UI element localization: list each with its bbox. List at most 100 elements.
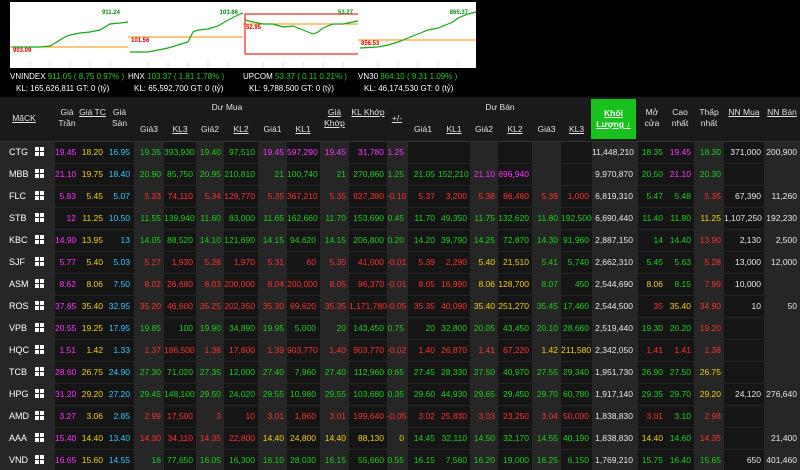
stock-row[interactable]: ASM 8.62 8.06 7.50 8.02 26,680 8.03 200,000 8.04… bbox=[0, 274, 800, 296]
cell-5: 14.10 bbox=[199, 235, 221, 245]
col-gia-tc[interactable]: Giá TC bbox=[79, 107, 106, 117]
stock-row[interactable]: CTG 19.45 18.20 16.95 19.35 393,930 19.40 97,51… bbox=[0, 142, 800, 164]
stock-symbol[interactable]: VPB bbox=[9, 323, 28, 333]
col-sell-kl1[interactable]: KL1 bbox=[446, 124, 462, 134]
index-name: UPCOM bbox=[243, 72, 273, 81]
stock-symbol[interactable]: ROS bbox=[9, 301, 29, 311]
stock-row[interactable]: FLC 5.83 5.45 5.07 5.33 74,110 5.34 129,770 5.35… bbox=[0, 186, 800, 208]
detail-grid-icon[interactable] bbox=[35, 235, 45, 245]
index-mini-chart[interactable]: 865.37 856.53 bbox=[358, 2, 476, 68]
detail-grid-icon[interactable] bbox=[35, 147, 45, 157]
cell-12: 14.45 bbox=[413, 433, 435, 443]
cell-19: 8.06 bbox=[646, 279, 663, 289]
col-buy-kl1[interactable]: KL1 bbox=[295, 124, 311, 134]
column-shade bbox=[470, 318, 498, 339]
col-sell-kl3[interactable]: KL3 bbox=[568, 124, 585, 134]
cell-9: 16.15 bbox=[324, 455, 346, 465]
col-buy-kl3[interactable]: KL3 bbox=[172, 124, 188, 134]
stock-symbol[interactable]: HPG bbox=[9, 389, 29, 399]
stock-row[interactable]: AMD 3.27 3.06 2.85 2.99 17,500 3 10 3.01 1,860 3.0… bbox=[0, 406, 800, 428]
detail-grid-icon[interactable] bbox=[35, 169, 45, 179]
cell-8: 24,800 bbox=[290, 433, 316, 443]
stock-row[interactable]: STB 12 11.25 10.50 11.55 139,940 11.60 83,000 11… bbox=[0, 208, 800, 230]
cell-12: 1.40 bbox=[418, 345, 435, 355]
stock-symbol[interactable]: TCB bbox=[9, 367, 27, 377]
detail-grid-icon[interactable] bbox=[35, 433, 45, 443]
column-shade bbox=[196, 208, 224, 229]
cell-22: 650 bbox=[746, 455, 761, 465]
stock-row[interactable]: VND 16.65 15.60 14.55 16 77,650 16.05 16,300 16.… bbox=[0, 450, 800, 470]
cell-15: 696,940 bbox=[498, 169, 529, 179]
stock-row[interactable]: MBB 21.10 19.75 18.40 20.90 85,750 20.95 210,81… bbox=[0, 164, 800, 186]
detail-grid-icon[interactable] bbox=[35, 279, 45, 289]
cell-18: 2,519,440 bbox=[595, 323, 633, 333]
cell-19: 14.40 bbox=[641, 433, 663, 443]
column-shade bbox=[592, 406, 638, 427]
cell-23: 276,640 bbox=[766, 389, 797, 399]
col-change[interactable]: +/- bbox=[391, 113, 403, 123]
cell-9: 1.40 bbox=[329, 345, 346, 355]
stock-row[interactable]: TCB 28.60 26.75 24.90 27.30 71,020 27.35 12,000… bbox=[0, 362, 800, 384]
cell-12: 21.05 bbox=[413, 169, 435, 179]
stock-symbol[interactable]: STB bbox=[9, 213, 27, 223]
column-shade bbox=[592, 252, 638, 273]
stock-symbol[interactable]: HQC bbox=[9, 345, 29, 355]
col-nn-ban[interactable]: NN Bán bbox=[767, 107, 797, 117]
col-nn-mua[interactable]: NN Mua bbox=[728, 107, 760, 117]
column-shade bbox=[349, 384, 387, 405]
detail-grid-icon[interactable] bbox=[35, 389, 45, 399]
stock-symbol[interactable]: FLC bbox=[9, 191, 27, 201]
detail-grid-icon[interactable] bbox=[35, 345, 45, 355]
detail-grid-icon[interactable] bbox=[35, 213, 45, 223]
stock-row[interactable]: HPG 31.20 29.20 27.20 29.45 148,100 29.50 24,02… bbox=[0, 384, 800, 406]
column-shade bbox=[387, 318, 408, 339]
stock-symbol[interactable]: ASM bbox=[9, 279, 29, 289]
index-mini-chart[interactable]: 911.24 903.09 bbox=[10, 2, 128, 68]
detail-grid-icon[interactable] bbox=[35, 323, 45, 333]
stock-symbol[interactable]: MBB bbox=[9, 169, 29, 179]
stock-row[interactable]: AAA 15.40 14.40 13.40 14.30 34,110 14.35 22,800… bbox=[0, 428, 800, 450]
cell-23: 21,400 bbox=[771, 433, 797, 443]
column-shade bbox=[134, 296, 164, 317]
stock-symbol[interactable]: VND bbox=[9, 455, 29, 465]
cell-12: 29.60 bbox=[413, 389, 435, 399]
cell-9: 29.55 bbox=[324, 389, 346, 399]
stock-symbol[interactable]: CTG bbox=[9, 147, 28, 157]
col-gia-khop[interactable]: Giá Khớp bbox=[324, 107, 345, 128]
detail-grid-icon[interactable] bbox=[35, 301, 45, 311]
detail-grid-icon[interactable] bbox=[35, 455, 45, 465]
stock-row[interactable]: SJF 5.77 5.40 5.03 5.27 1,930 5.28 1,970 5.31 60 5… bbox=[0, 252, 800, 274]
detail-grid-icon[interactable] bbox=[35, 257, 45, 267]
cell-4: 100 bbox=[178, 323, 193, 333]
cell-1: 19.75 bbox=[81, 169, 103, 179]
stock-row[interactable]: VPB 20.55 19.25 17.95 19.85 100 19.90 34,890 19.… bbox=[0, 318, 800, 340]
index-chart-low: 52.95 bbox=[246, 25, 262, 31]
index-mini-chart[interactable]: 103.66 101.56 bbox=[128, 2, 246, 68]
column-shade bbox=[438, 450, 470, 470]
stock-row[interactable]: HQC 1.51 1.42 1.33 1.37 186,500 1.38 17,600 1.39… bbox=[0, 340, 800, 362]
stock-row[interactable]: ROS 37.85 35.40 32.95 35.20 46,600 35.25 202,35… bbox=[0, 296, 800, 318]
cell-17: 28,660 bbox=[563, 323, 589, 333]
col-khoi-luong[interactable]: Khối Lượng ↓ bbox=[591, 99, 636, 139]
cell-15: 128,700 bbox=[498, 279, 529, 289]
stock-symbol[interactable]: SJF bbox=[9, 257, 26, 267]
col-kl-khop[interactable]: KL Khớp bbox=[351, 107, 385, 117]
stock-row[interactable]: KBC 14.90 13.95 13 14.05 88,520 14.10 121,690 14… bbox=[0, 230, 800, 252]
stock-symbol[interactable]: AMD bbox=[9, 411, 29, 421]
cell-11: 0 bbox=[399, 433, 404, 443]
stock-symbol[interactable]: AAA bbox=[9, 433, 28, 443]
stock-symbol[interactable]: KBC bbox=[9, 235, 28, 245]
col-mack[interactable]: MãCK bbox=[12, 113, 36, 123]
col-thap-nhat: Thấp nhất bbox=[699, 107, 719, 128]
col-buy-kl2[interactable]: KL2 bbox=[233, 124, 249, 134]
column-shade bbox=[724, 318, 764, 339]
cell-16 bbox=[532, 164, 561, 185]
col-sell-kl2[interactable]: KL2 bbox=[507, 124, 523, 134]
detail-grid-icon[interactable] bbox=[35, 367, 45, 377]
column-shade bbox=[438, 384, 470, 405]
index-mini-chart[interactable]: 53.27 52.95 bbox=[243, 2, 361, 68]
detail-grid-icon[interactable] bbox=[35, 411, 45, 421]
column-shade bbox=[470, 274, 498, 295]
cell-7: 27.40 bbox=[262, 367, 284, 377]
detail-grid-icon[interactable] bbox=[35, 191, 45, 201]
